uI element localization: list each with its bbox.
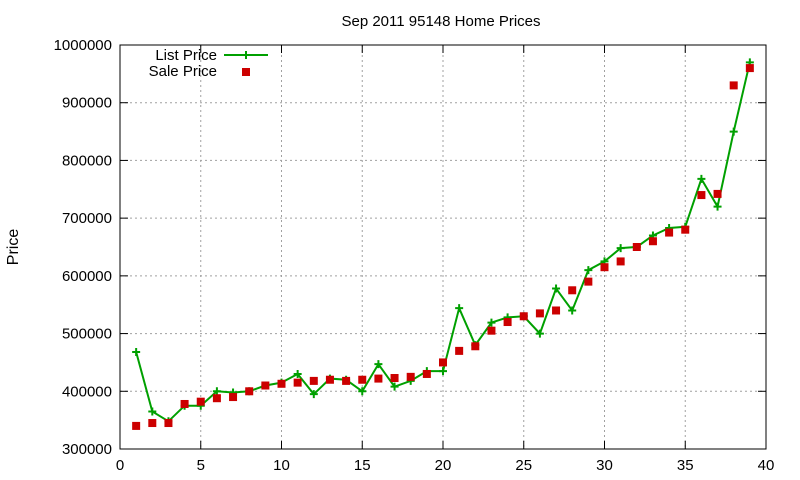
legend-marker-sale-price	[242, 68, 250, 76]
data-point-sale-price	[229, 393, 238, 402]
data-point-list-price	[374, 360, 383, 369]
data-point-sale-price	[487, 326, 496, 335]
y-tick-label: 500000	[62, 326, 112, 343]
data-point-sale-price	[729, 81, 738, 90]
data-point-list-price	[439, 367, 447, 376]
data-point-sale-price	[713, 189, 722, 198]
data-point-sale-price	[180, 399, 189, 408]
data-point-sale-price	[342, 376, 351, 385]
x-tick-label: 0	[116, 457, 124, 474]
data-point-sale-price	[261, 381, 270, 390]
data-point-list-price	[132, 348, 141, 357]
x-tick-label: 35	[677, 457, 694, 474]
data-point-sale-price	[535, 309, 544, 318]
data-point-list-price	[293, 369, 302, 378]
data-point-sale-price	[132, 421, 141, 430]
data-point-list-price	[616, 244, 625, 253]
data-point-sale-price	[552, 306, 561, 315]
y-tick-label: 300000	[62, 441, 112, 458]
data-point-sale-price	[439, 358, 447, 367]
data-point-list-price	[697, 174, 706, 183]
data-point-list-price	[390, 382, 399, 391]
data-point-sale-price	[422, 369, 431, 378]
legend-label-sale-price: Sale Price	[149, 63, 217, 80]
data-point-list-price	[455, 304, 464, 313]
data-point-sale-price	[471, 342, 480, 351]
y-tick-label: 700000	[62, 210, 112, 227]
data-point-sale-price	[293, 378, 302, 387]
legend: List Price Sale Price	[149, 47, 268, 80]
y-tick-label: 800000	[62, 152, 112, 169]
y-axis-label: Price	[5, 229, 22, 266]
data-point-sale-price	[406, 372, 415, 381]
data-point-sale-price	[212, 394, 221, 403]
data-point-sale-price	[164, 419, 173, 428]
legend-marker-list-price	[242, 51, 250, 59]
data-point-sale-price	[519, 312, 528, 321]
data-point-sale-price	[325, 375, 334, 384]
data-point-list-price	[535, 329, 544, 338]
x-tick-label: 15	[354, 457, 371, 474]
plot-frame	[119, 44, 767, 450]
data-point-sale-price	[148, 419, 157, 428]
data-point-sale-price	[665, 228, 674, 237]
data-point-sale-price	[455, 346, 464, 355]
data-point-sale-price	[568, 286, 577, 295]
data-point-list-price	[713, 202, 722, 211]
data-point-sale-price	[681, 225, 690, 234]
series-layer	[132, 58, 754, 430]
y-tick-label: 600000	[62, 268, 112, 285]
data-point-sale-price	[600, 263, 609, 272]
x-tick-label: 30	[596, 457, 613, 474]
x-tick-label: 20	[435, 457, 452, 474]
data-point-list-price	[568, 306, 577, 315]
legend-label-list-price: List Price	[155, 47, 217, 64]
series-sale-price	[132, 64, 754, 430]
data-point-sale-price	[374, 374, 383, 383]
data-point-sale-price	[616, 257, 625, 266]
data-point-sale-price	[584, 277, 593, 286]
x-tick-label: 40	[758, 457, 775, 474]
chart-title: Sep 2011 95148 Home Prices	[341, 13, 540, 30]
x-tick-label: 25	[515, 457, 532, 474]
data-point-list-price	[584, 266, 593, 275]
data-point-list-price	[358, 387, 367, 396]
y-tick-label: 900000	[62, 95, 112, 112]
data-point-sale-price	[697, 191, 706, 200]
axis-ticks: 300000 400000 500000 600000 700000 800000 9000…	[54, 37, 775, 474]
data-point-sale-price	[309, 376, 318, 385]
data-point-sale-price	[245, 387, 254, 396]
data-point-sale-price	[503, 318, 512, 327]
data-point-sale-price	[632, 243, 641, 251]
data-point-sale-price	[196, 397, 205, 406]
y-tick-label: 400000	[62, 383, 112, 400]
data-point-list-price	[148, 407, 157, 416]
data-point-list-price	[487, 318, 496, 327]
data-point-sale-price	[277, 379, 286, 388]
x-tick-label: 10	[273, 457, 290, 474]
data-point-sale-price	[745, 64, 754, 73]
data-point-sale-price	[648, 237, 657, 246]
y-tick-label: 1000000	[54, 37, 112, 54]
data-point-sale-price	[390, 374, 399, 383]
data-point-list-price	[552, 284, 561, 293]
x-tick-label: 5	[197, 457, 205, 474]
data-point-sale-price	[358, 375, 367, 384]
data-point-list-price	[212, 387, 221, 396]
data-point-list-price	[729, 127, 738, 136]
data-point-list-price	[309, 390, 318, 399]
